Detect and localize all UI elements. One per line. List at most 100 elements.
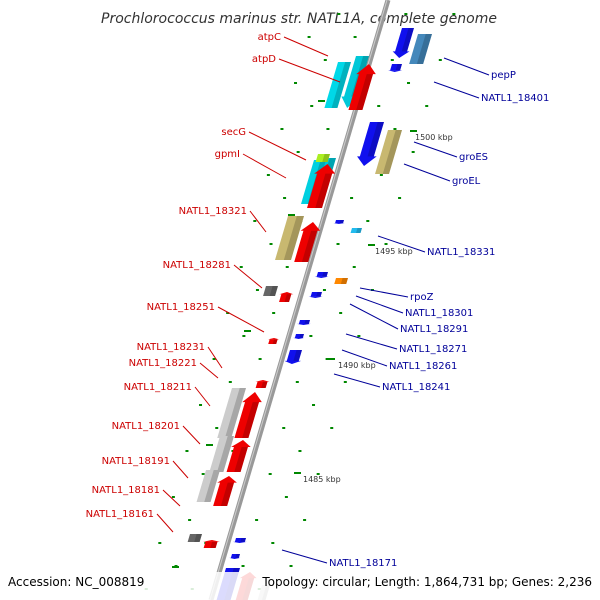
- gene-feature: [226, 440, 251, 473]
- tick-mark: [284, 496, 288, 498]
- major-tick: [172, 566, 179, 568]
- gene-shade: [382, 130, 402, 174]
- tick-mark: [316, 473, 320, 475]
- gene-body: [307, 172, 333, 209]
- gene-body: [294, 230, 318, 262]
- accession-text: Accession: NC_008819: [8, 575, 144, 589]
- tick-mark: [303, 519, 307, 521]
- gene-arrow-head: [356, 64, 376, 75]
- gene-arrow-head: [255, 380, 270, 382]
- gene-shade: [293, 350, 302, 362]
- gene-feature: [308, 292, 323, 298]
- gene-arrow-head: [229, 557, 241, 559]
- scale-label-1500: 1500 kbp: [415, 133, 453, 142]
- left-leader-line: [217, 306, 265, 333]
- tick-mark: [228, 381, 232, 383]
- gene-shade: [395, 64, 402, 71]
- right-leader-line: [281, 549, 328, 564]
- major-tick: [368, 244, 375, 246]
- right-leader-line: [359, 287, 409, 298]
- gene-shade: [299, 334, 304, 338]
- gene-shade: [283, 216, 304, 260]
- map-title: Prochlorococcus marinus str. NATL1A, com…: [101, 11, 497, 27]
- tick-mark: [171, 496, 175, 498]
- tick-mark: [357, 335, 361, 337]
- gene-feature: [296, 320, 311, 325]
- gene-shade: [261, 381, 268, 389]
- scale-label-1485: 1485 kbp: [303, 475, 341, 484]
- right-gene-label: groEL: [452, 176, 481, 187]
- gene-arrow-head: [333, 223, 345, 224]
- tick-mark: [266, 174, 270, 176]
- gene-body: [316, 272, 328, 277]
- gene-arrow-head: [296, 323, 311, 325]
- gene-shade: [224, 388, 246, 438]
- gene-feature: [392, 28, 414, 58]
- gene-body: [310, 292, 322, 297]
- gene-body: [217, 388, 246, 438]
- left-leader-line: [249, 210, 267, 233]
- topology-text: Topology: circular; Length: 1,864,731 bp…: [261, 575, 592, 589]
- gene-feature: [275, 216, 304, 260]
- left-leader-line: [278, 58, 341, 83]
- gene-feature: [409, 34, 432, 64]
- gene-body: [394, 28, 414, 52]
- tick-mark: [298, 450, 302, 452]
- gene-body: [335, 220, 344, 224]
- gene-arrow-head: [314, 164, 336, 174]
- gene-shade: [242, 401, 260, 438]
- tick-mark: [322, 289, 326, 291]
- right-leader-line: [433, 81, 480, 99]
- right-gene-label: NATL1_18301: [405, 308, 473, 319]
- right-leader-line: [403, 163, 451, 182]
- gene-body: [350, 228, 362, 233]
- gene-body: [255, 381, 268, 389]
- gene-shade: [331, 62, 351, 108]
- tick-mark: [352, 266, 356, 268]
- tick-mark: [258, 358, 262, 360]
- gene-feature: [307, 164, 336, 209]
- gene-body: [187, 534, 202, 542]
- left-gene-label: gpmI: [215, 149, 240, 160]
- tick-mark: [312, 404, 316, 406]
- gene-shade: [340, 278, 348, 284]
- gene-shade: [269, 286, 278, 296]
- left-leader-line: [283, 36, 329, 57]
- gene-feature: [333, 220, 345, 224]
- gene-shade: [240, 538, 246, 542]
- tick-mark: [307, 36, 311, 38]
- gene-feature: [293, 334, 305, 339]
- tick-mark: [268, 473, 272, 475]
- tick-mark: [411, 151, 415, 153]
- gene-feature: [187, 534, 203, 542]
- gene-body: [343, 56, 369, 98]
- major-tick: [410, 130, 417, 132]
- gene-body: [315, 154, 330, 162]
- gene-arrow-head: [293, 337, 305, 339]
- gene-feature: [209, 436, 234, 472]
- tick-mark: [295, 381, 299, 383]
- gene-arrow-head: [388, 70, 403, 72]
- tick-mark: [325, 358, 329, 360]
- gene-body: [234, 538, 246, 542]
- gene-shade: [204, 470, 220, 502]
- gene-body: [359, 122, 384, 158]
- gene-arrow-head: [232, 541, 247, 543]
- tick-mark: [255, 519, 259, 521]
- gene-shade: [272, 339, 278, 345]
- right-leader-line: [413, 141, 458, 158]
- right-leader-line: [345, 333, 398, 350]
- gene-shade: [304, 320, 310, 324]
- tick-mark: [255, 289, 259, 291]
- tick-mark: [379, 174, 383, 176]
- gene-feature: [324, 62, 351, 108]
- gene-body: [279, 294, 292, 302]
- gene-arrow-head: [242, 392, 262, 403]
- left-gene-label: secG: [221, 127, 246, 138]
- gene-arrow-head: [268, 338, 280, 340]
- gene-shade: [367, 122, 384, 158]
- gene-arrow-head: [203, 540, 220, 542]
- gene-body: [348, 73, 374, 110]
- right-gene-label: NATL1_18171: [329, 558, 397, 569]
- gene-shade: [301, 230, 318, 262]
